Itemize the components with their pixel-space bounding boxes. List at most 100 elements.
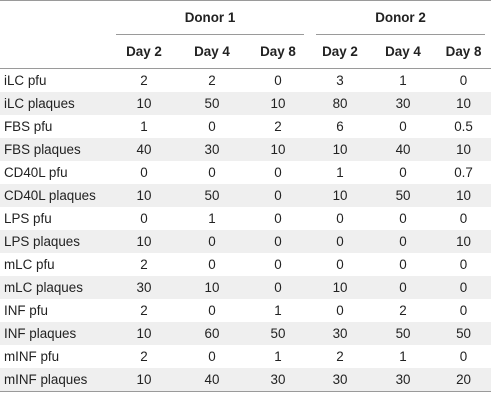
table-cell: 60 <box>204 326 220 341</box>
table-row: FBS pfu 1 0 2 6 0 0.5 <box>0 115 491 138</box>
table-cell: 10 <box>332 142 348 157</box>
table-cell: 1 <box>399 73 407 88</box>
table-cell: 1 <box>140 119 148 134</box>
table-cell: 30 <box>204 142 220 157</box>
table-cell: 1 <box>336 165 344 180</box>
row-label: iLC pfu <box>4 73 47 88</box>
table-cell: 0 <box>459 280 468 295</box>
table-cell: 0 <box>459 211 468 226</box>
table-body: iLC pfu 2 2 0 3 1 0 iLC plaques 10 50 10 80 30 10 FBS … <box>0 69 491 392</box>
table-row: mLC pfu 2 0 0 0 0 0 <box>0 253 491 276</box>
row-label: iLC plaques <box>4 96 75 111</box>
row-label: mLC plaques <box>4 280 83 295</box>
table-cell: 0 <box>208 234 216 249</box>
table-cell: 10 <box>456 234 471 249</box>
table-cell: 30 <box>270 372 286 387</box>
table-cell: 0 <box>399 165 407 180</box>
table-cell: 10 <box>456 96 471 111</box>
table-cell: 10 <box>136 372 152 387</box>
table-cell: 50 <box>456 326 471 341</box>
table-cell: 0 <box>336 234 344 249</box>
table-cell: 2 <box>140 349 148 364</box>
table-cell: 2 <box>208 73 216 88</box>
header-day: Day 8 <box>436 35 491 69</box>
row-label: INF pfu <box>4 303 48 318</box>
table-cell: 30 <box>395 96 411 111</box>
table-cell: 0 <box>208 303 216 318</box>
table-cell: 2 <box>399 303 407 318</box>
table-cell: 0.7 <box>454 165 473 180</box>
table-cell: 0 <box>399 119 407 134</box>
table-cell: 0 <box>459 73 468 88</box>
table-row: FBS plaques 40 30 10 10 40 10 <box>0 138 491 161</box>
table-cell: 2 <box>140 257 148 272</box>
table-cell: 0 <box>208 119 216 134</box>
header-corner <box>0 1 110 36</box>
table-row: INF plaques 10 60 50 30 50 50 <box>0 322 491 345</box>
table-cell: 0 <box>274 165 282 180</box>
row-label: mINF plaques <box>4 372 88 387</box>
table-cell: 50 <box>395 326 411 341</box>
row-label: CD40L pfu <box>4 165 68 180</box>
table-cell: 10 <box>136 188 152 203</box>
table-cell: 0 <box>274 73 282 88</box>
header-corner-day <box>0 35 110 69</box>
table-cell: 30 <box>395 372 411 387</box>
table-cell: 50 <box>395 188 411 203</box>
table-cell: 0 <box>208 349 216 364</box>
table-cell: 0 <box>399 257 407 272</box>
table-cell: 3 <box>336 73 344 88</box>
table-row: mINF plaques 10 40 30 30 30 20 <box>0 368 491 392</box>
table-cell: 2 <box>140 73 148 88</box>
table-row: LPS pfu 0 1 0 0 0 0 <box>0 207 491 230</box>
table-cell: 40 <box>204 372 220 387</box>
table-cell: 0.5 <box>454 119 473 134</box>
table-cell: 10 <box>456 188 471 203</box>
row-label: FBS pfu <box>4 119 53 134</box>
table-cell: 30 <box>136 280 152 295</box>
table-cell: 30 <box>332 326 348 341</box>
header-day: Day 4 <box>178 35 246 69</box>
table-cell: 40 <box>136 142 152 157</box>
header-day: Day 2 <box>310 35 371 69</box>
row-label: INF plaques <box>4 326 77 341</box>
table-row: mLC plaques 30 10 0 10 0 0 <box>0 276 491 299</box>
table-row: iLC pfu 2 2 0 3 1 0 <box>0 69 491 93</box>
row-label: LPS pfu <box>4 211 52 226</box>
table-row: mINF pfu 2 0 1 2 1 0 <box>0 345 491 368</box>
table-cell: 1 <box>208 211 216 226</box>
table-cell: 0 <box>140 165 148 180</box>
table-cell: 2 <box>274 119 282 134</box>
table-cell: 10 <box>270 96 286 111</box>
table-cell: 50 <box>204 188 220 203</box>
table-cell: 1 <box>274 349 282 364</box>
table-row: LPS plaques 10 0 0 0 0 10 <box>0 230 491 253</box>
table-header: Donor 1 Donor 2 Day 2 Day 4 Day 8 Day 2 … <box>0 0 491 69</box>
row-label: CD40L plaques <box>4 188 96 203</box>
row-label: FBS plaques <box>4 142 81 157</box>
table-cell: 50 <box>204 96 220 111</box>
table-cell: 0 <box>208 257 216 272</box>
table-cell: 80 <box>332 96 348 111</box>
table-cell: 30 <box>332 372 348 387</box>
header-day: Day 2 <box>110 35 178 69</box>
table-cell: 0 <box>399 234 407 249</box>
header-day: Day 4 <box>370 35 437 69</box>
table-cell: 0 <box>336 211 344 226</box>
table-cell: 10 <box>136 96 152 111</box>
row-label: LPS plaques <box>4 234 80 249</box>
table-cell: 1 <box>399 349 407 364</box>
data-table: Donor 1 Donor 2 Day 2 Day 4 Day 8 Day 2 … <box>0 0 491 392</box>
table-cell: 2 <box>140 303 148 318</box>
table-cell: 0 <box>140 211 148 226</box>
table-row: iLC plaques 10 50 10 80 30 10 <box>0 92 491 115</box>
table-cell: 10 <box>136 326 152 341</box>
table-cell: 0 <box>274 257 282 272</box>
table-cell: 0 <box>274 234 282 249</box>
table-row: INF pfu 2 0 1 0 2 0 <box>0 299 491 322</box>
table-cell: 40 <box>395 142 411 157</box>
table-cell: 0 <box>336 303 344 318</box>
table-cell: 10 <box>136 234 152 249</box>
table-cell: 0 <box>399 211 407 226</box>
header-day: Day 8 <box>246 35 311 69</box>
